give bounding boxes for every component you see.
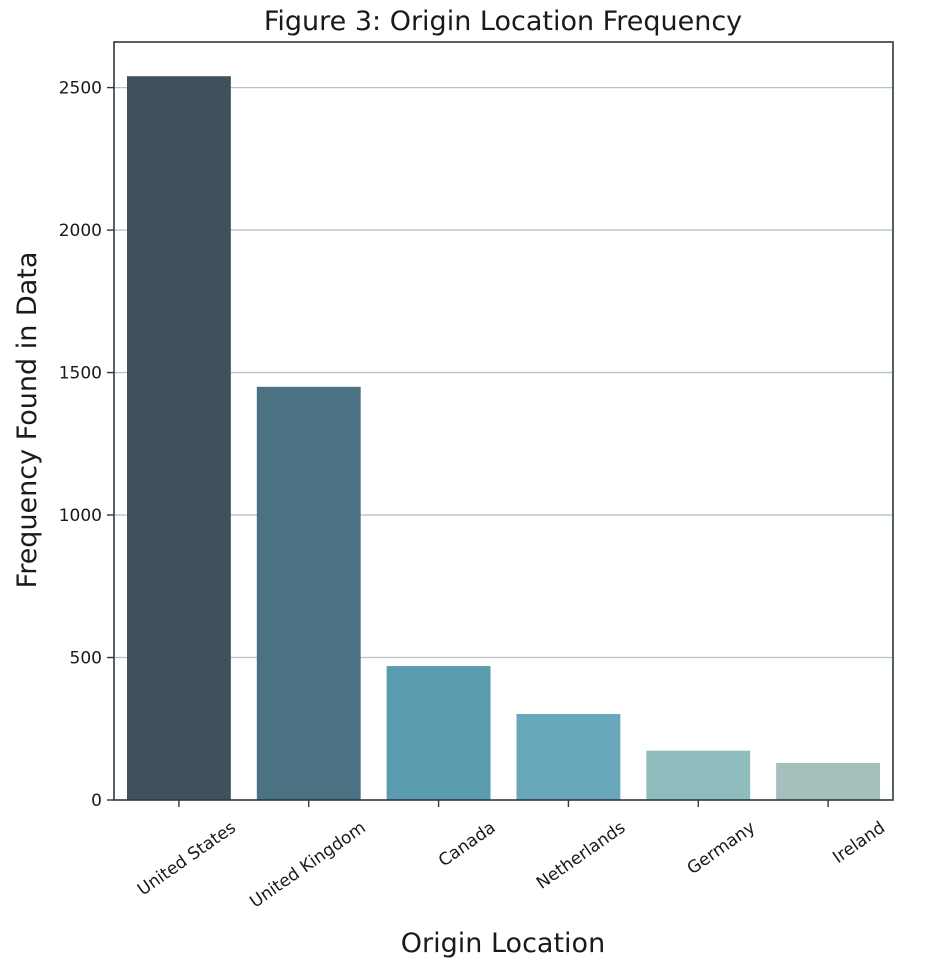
y-tick-label: 1000	[59, 506, 102, 526]
x-tick-label: United States	[134, 818, 240, 900]
bar-germany	[646, 750, 751, 800]
bar-united-kingdom	[256, 386, 361, 800]
bar-canada	[386, 666, 491, 800]
bar-ireland	[776, 762, 881, 800]
y-axis-label: Frequency Found in Data	[12, 252, 43, 589]
chart-title: Figure 3: Origin Location Frequency	[264, 6, 742, 37]
x-axis-label: Origin Location	[401, 928, 605, 959]
y-tick-label: 1500	[59, 364, 102, 384]
y-tick-label: 2500	[59, 79, 102, 99]
y-tick-label: 2000	[59, 221, 102, 241]
y-axis: 0 500 1000 1500 2000 2500	[59, 79, 114, 811]
x-tick-label: Ireland	[829, 818, 889, 868]
plot-frame	[113, 41, 894, 801]
x-axis: United States United Kingdom Canada Netherl…	[134, 800, 889, 912]
y-tick-label: 500	[70, 649, 102, 669]
bar-united-states	[126, 76, 231, 800]
gridlines	[114, 86, 893, 659]
x-tick-label: Germany	[684, 818, 759, 879]
bars	[126, 76, 881, 800]
x-tick-label: Netherlands	[533, 818, 629, 894]
x-tick-label: Canada	[435, 818, 499, 871]
y-tick-label: 0	[91, 791, 102, 811]
bar-netherlands	[516, 713, 621, 800]
x-tick-label: United Kingdom	[246, 818, 369, 913]
